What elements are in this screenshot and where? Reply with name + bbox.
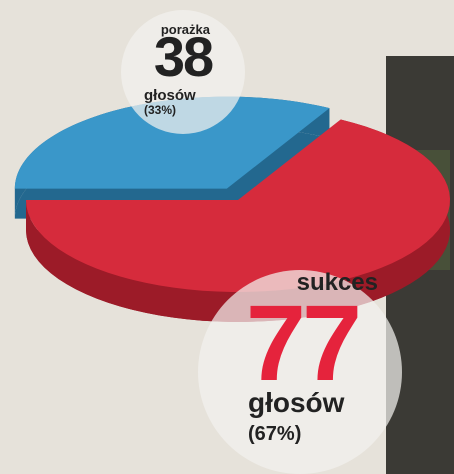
category-label: porażka xyxy=(161,22,211,37)
small-badge xyxy=(121,10,245,134)
unit-label: głosów xyxy=(248,387,345,418)
unit-label: głosów xyxy=(144,87,196,104)
percent-label: (33%) xyxy=(144,103,176,117)
category-label: sukces xyxy=(297,269,378,296)
slice xyxy=(14,96,330,189)
value-label: 77 xyxy=(246,282,358,403)
pie xyxy=(14,96,450,322)
percent-label: (67%) xyxy=(248,423,301,445)
large-badge xyxy=(198,270,402,474)
value-label: 38 xyxy=(154,25,213,88)
slice xyxy=(26,119,450,292)
